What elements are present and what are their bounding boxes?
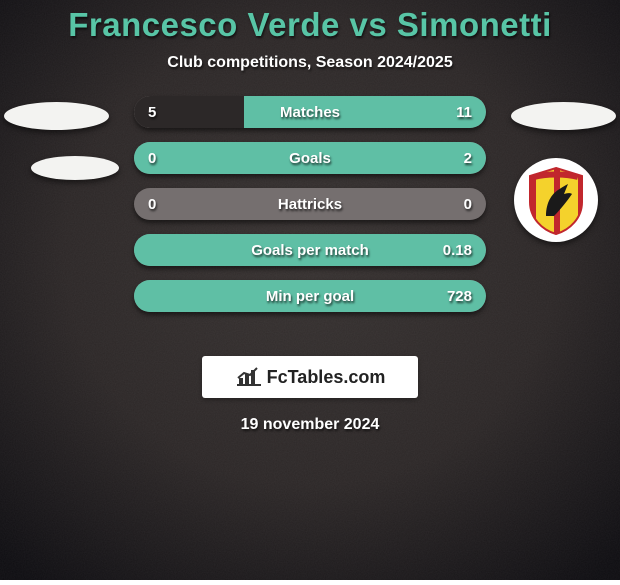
left-player-col [2,102,127,180]
date-label: 19 november 2024 [0,416,620,434]
stat-row-goals: 0Goals2 [134,142,486,174]
stat-row-hattricks: 0Hattricks0 [134,188,486,220]
stat-row-matches: 5Matches11 [134,96,486,128]
brand-badge: FcTables.com [202,356,418,398]
stat-label: Goals [134,142,486,174]
brand-chart-icon [235,366,261,388]
stat-row-min-per-goal: Min per goal728 [134,280,486,312]
comparison-area: 5Matches110Goals20Hattricks0Goals per ma… [0,102,620,342]
stat-right-value: 0.18 [443,234,472,266]
stat-label: Goals per match [134,234,486,266]
stat-right-value: 11 [456,96,472,128]
right-player-col [493,102,618,242]
subtitle: Club competitions, Season 2024/2025 [0,54,620,72]
stat-label: Matches [134,96,486,128]
right-placeholder [511,102,616,130]
stat-right-value: 0 [464,188,472,220]
page-title: Francesco Verde vs Simonetti [0,0,620,44]
stat-label: Min per goal [134,280,486,312]
stat-label: Hattricks [134,188,486,220]
stat-right-value: 2 [464,142,472,174]
team-badge [514,158,598,242]
brand-text: FcTables.com [267,367,386,388]
left-placeholder-0 [4,102,109,130]
stat-row-goals-per-match: Goals per match0.18 [134,234,486,266]
content: Francesco Verde vs Simonetti Club compet… [0,0,620,580]
left-placeholder-1 [31,156,119,180]
stat-right-value: 728 [447,280,472,312]
stat-rows: 5Matches110Goals20Hattricks0Goals per ma… [134,96,486,312]
